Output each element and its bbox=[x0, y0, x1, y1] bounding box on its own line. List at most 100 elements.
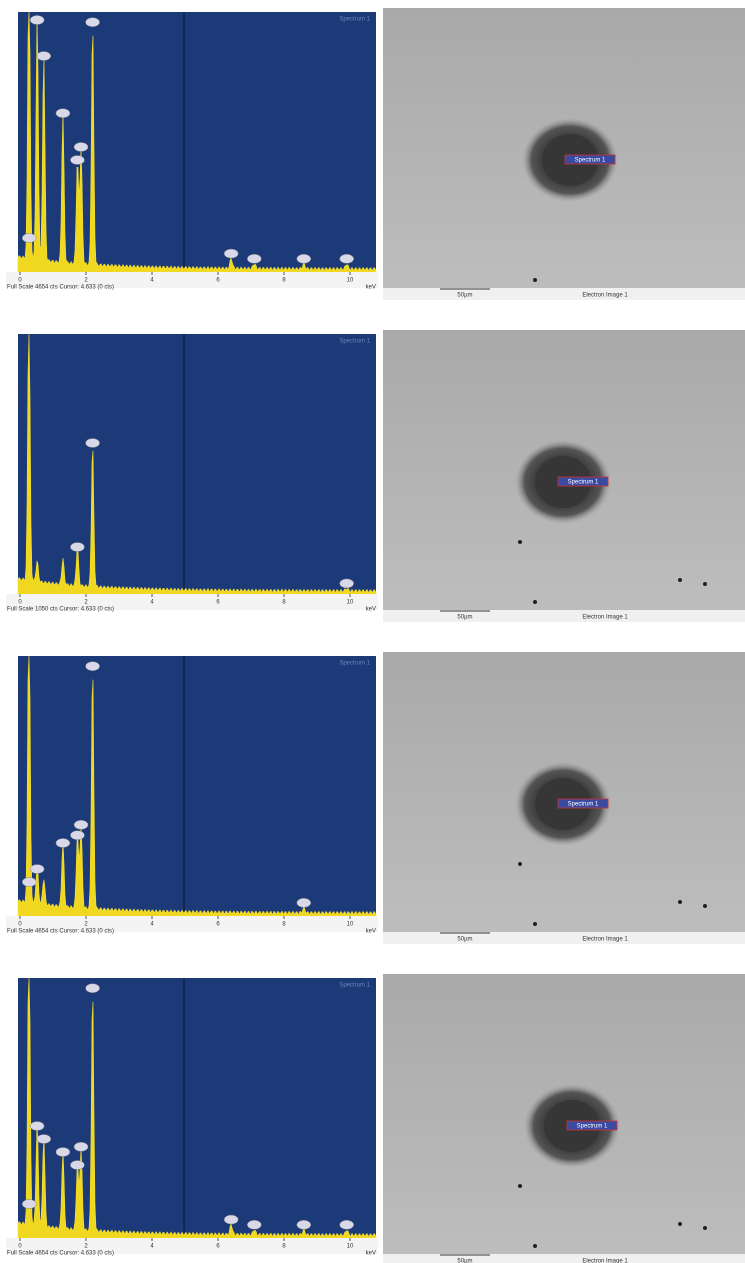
spectrum-label: Spectrum 1 bbox=[339, 339, 370, 345]
marker-box bbox=[557, 476, 609, 487]
image-caption: Electron Image 1 bbox=[582, 293, 628, 299]
peak-label bbox=[73, 820, 89, 830]
peak-label bbox=[55, 1147, 71, 1157]
x-axis-strip bbox=[6, 272, 378, 288]
peak-label bbox=[73, 142, 89, 152]
peak-label bbox=[55, 838, 71, 848]
footer: Full Scale 4654 cts Cursor: 4.633 (0 cts… bbox=[7, 285, 114, 291]
peak-label bbox=[296, 254, 312, 264]
scale-label: 50µm bbox=[457, 1259, 472, 1263]
speck bbox=[703, 904, 707, 908]
peak-label bbox=[339, 578, 354, 589]
panel: Spectrum 1 0 2 4 6 8 10 Full Scale 4654 cts Cur… bbox=[6, 974, 745, 1263]
peak-label bbox=[85, 438, 100, 448]
peak-label bbox=[70, 542, 85, 552]
scale-label: 50µm bbox=[457, 615, 472, 621]
x-tick-label: 10 bbox=[347, 600, 354, 606]
image-caption: Electron Image 1 bbox=[582, 937, 628, 943]
marker-label: Spectrum 1 bbox=[568, 480, 599, 486]
peak-label bbox=[296, 898, 312, 908]
spectrum-trace bbox=[17, 11, 377, 273]
x-tick-label: 6 bbox=[216, 278, 220, 284]
peak-label bbox=[339, 1220, 354, 1230]
spectrum-plot bbox=[18, 978, 376, 1238]
caption-strip bbox=[383, 610, 745, 622]
speck bbox=[703, 1226, 707, 1230]
marker-box bbox=[557, 798, 609, 809]
peak-label bbox=[21, 1199, 37, 1209]
speck bbox=[533, 600, 537, 604]
caption-strip bbox=[383, 1254, 745, 1263]
x-tick-label: 8 bbox=[282, 1244, 286, 1250]
peak-label bbox=[223, 1214, 239, 1225]
peak-label bbox=[85, 17, 100, 27]
x-tick-label: 6 bbox=[216, 1244, 220, 1250]
unit: keV bbox=[366, 607, 376, 613]
speck bbox=[678, 1222, 682, 1226]
peak-label bbox=[70, 1160, 85, 1170]
x-tick-label: 10 bbox=[347, 278, 354, 284]
peak-label bbox=[36, 1134, 52, 1144]
panel: Spectrum 1 0 2 4 6 8 10 Full Scale 1050 cts Cur… bbox=[6, 330, 745, 622]
x-axis-strip bbox=[6, 916, 378, 932]
unit: keV bbox=[366, 1251, 376, 1257]
peak-label bbox=[21, 233, 37, 243]
image-caption: Electron Image 1 bbox=[582, 615, 628, 621]
x-tick-label: 10 bbox=[347, 1244, 354, 1250]
peak-label bbox=[85, 661, 100, 671]
x-tick-label: 4 bbox=[150, 600, 154, 606]
peak-label bbox=[29, 1121, 45, 1131]
speck bbox=[533, 922, 537, 926]
spectrum-label: Spectrum 1 bbox=[339, 661, 370, 667]
speck bbox=[678, 900, 682, 904]
spectrum-plot bbox=[18, 656, 376, 916]
x-tick-label: 6 bbox=[216, 600, 220, 606]
x-tick-label: 8 bbox=[282, 600, 286, 606]
speck bbox=[533, 1244, 537, 1248]
panel: Spectrum 1 0 2 4 6 8 10 Full Scale 4654 cts Cur… bbox=[6, 652, 745, 944]
peak-label bbox=[29, 15, 45, 25]
panel: Spectrum 1 0 2 4 6 8 10 Full Scale 4654 cts Cur… bbox=[6, 8, 745, 300]
speck bbox=[533, 278, 537, 282]
marker-label: Spectrum 1 bbox=[568, 802, 599, 808]
peak-label bbox=[339, 254, 354, 264]
spectrum-label: Spectrum 1 bbox=[339, 17, 370, 23]
x-tick-label: 0 bbox=[18, 922, 22, 928]
speck bbox=[678, 578, 682, 582]
peak-label bbox=[223, 248, 239, 259]
peak-label bbox=[55, 108, 71, 118]
marker-label: Spectrum 1 bbox=[577, 1124, 608, 1130]
x-tick-label: 2 bbox=[84, 278, 88, 284]
footer: Full Scale 1050 cts Cursor: 4.633 (0 cts… bbox=[7, 607, 114, 613]
spectrum-label: Spectrum 1 bbox=[339, 983, 370, 989]
peak-label bbox=[29, 864, 45, 874]
x-tick-label: 2 bbox=[84, 922, 88, 928]
footer: Full Scale 4654 cts Cursor: 4.633 (0 cts… bbox=[7, 1251, 114, 1257]
peak-label bbox=[36, 51, 52, 61]
x-tick-label: 10 bbox=[347, 922, 354, 928]
x-tick-label: 4 bbox=[150, 278, 154, 284]
speck bbox=[518, 540, 522, 544]
image-caption: Electron Image 1 bbox=[582, 1259, 628, 1263]
x-tick-label: 0 bbox=[18, 1244, 22, 1250]
peak-label bbox=[247, 254, 262, 264]
speck bbox=[518, 862, 522, 866]
peak-label bbox=[85, 983, 100, 993]
spectrum-plot bbox=[18, 334, 376, 594]
spectrum-plot bbox=[18, 12, 376, 272]
spectrum-trace bbox=[17, 655, 377, 917]
footer: Full Scale 4654 cts Cursor: 4.633 (0 cts… bbox=[7, 929, 114, 935]
x-tick-label: 0 bbox=[18, 278, 22, 284]
x-tick-label: 8 bbox=[282, 922, 286, 928]
caption-strip bbox=[383, 288, 745, 300]
peak-label bbox=[296, 1220, 312, 1230]
x-tick-label: 2 bbox=[84, 1244, 88, 1250]
x-tick-label: 4 bbox=[150, 1244, 154, 1250]
peak-label bbox=[73, 1142, 89, 1152]
marker-label: Spectrum 1 bbox=[575, 158, 606, 164]
peak-label bbox=[247, 1220, 262, 1230]
speck bbox=[518, 1184, 522, 1188]
x-axis-strip bbox=[6, 1238, 378, 1254]
unit: keV bbox=[366, 285, 376, 291]
